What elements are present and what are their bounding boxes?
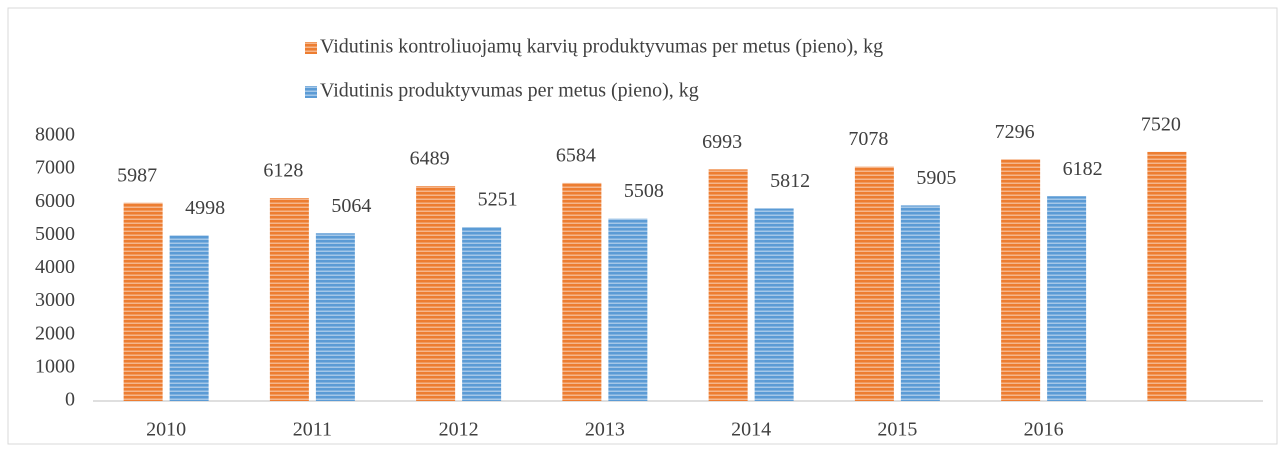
bar <box>1001 159 1041 401</box>
y-tick-label: 4000 <box>35 256 75 278</box>
bar <box>123 202 163 401</box>
bar <box>608 218 648 401</box>
bar <box>854 166 894 401</box>
legend-swatch <box>305 86 317 98</box>
legend-label: Vidutinis produktyvumas per metus (pieno… <box>320 80 699 102</box>
bar <box>1047 196 1087 401</box>
legend-label: Vidutinis kontroliuojamų karvių produkty… <box>320 36 883 58</box>
bar <box>269 198 309 401</box>
x-tick-label: 2014 <box>731 419 771 441</box>
legend-swatch <box>305 42 317 54</box>
y-tick-label: 5000 <box>35 223 75 245</box>
bar <box>169 235 209 401</box>
bar <box>708 169 748 401</box>
data-label: 6128 <box>263 160 303 182</box>
data-label: 7078 <box>848 128 888 150</box>
data-label: 6993 <box>702 131 742 153</box>
bar <box>1147 151 1187 401</box>
y-tick-label: 8000 <box>35 124 75 146</box>
y-tick-label: 7000 <box>35 157 75 179</box>
x-tick-label: 2016 <box>1024 419 1064 441</box>
data-label: 5064 <box>331 195 371 217</box>
y-tick-label: 6000 <box>35 190 75 212</box>
data-label: 6489 <box>410 148 450 170</box>
data-label: 6182 <box>1063 158 1103 180</box>
y-tick-label: 2000 <box>35 322 75 344</box>
bar <box>416 186 456 401</box>
x-tick-label: 2012 <box>439 419 479 441</box>
data-label: 5251 <box>478 189 518 211</box>
data-label: 4998 <box>185 197 225 219</box>
bar <box>462 227 502 401</box>
x-tick-label: 2010 <box>146 419 186 441</box>
data-label: 7296 <box>995 121 1035 143</box>
bar <box>315 233 355 401</box>
data-label: 5905 <box>916 167 956 189</box>
data-label: 5812 <box>770 170 810 192</box>
x-tick-label: 2015 <box>877 419 917 441</box>
x-tick-label: 2013 <box>585 419 625 441</box>
y-tick-label: 1000 <box>35 355 75 377</box>
data-label: 7520 <box>1141 113 1181 135</box>
y-tick-label: 0 <box>65 389 75 411</box>
bar <box>562 182 602 401</box>
bar <box>754 208 794 401</box>
data-label: 5508 <box>624 180 664 202</box>
data-label: 5987 <box>117 164 157 186</box>
x-tick-label: 2011 <box>293 419 332 441</box>
y-tick-label: 3000 <box>35 289 75 311</box>
data-label: 6584 <box>556 144 596 166</box>
bar <box>900 205 940 401</box>
